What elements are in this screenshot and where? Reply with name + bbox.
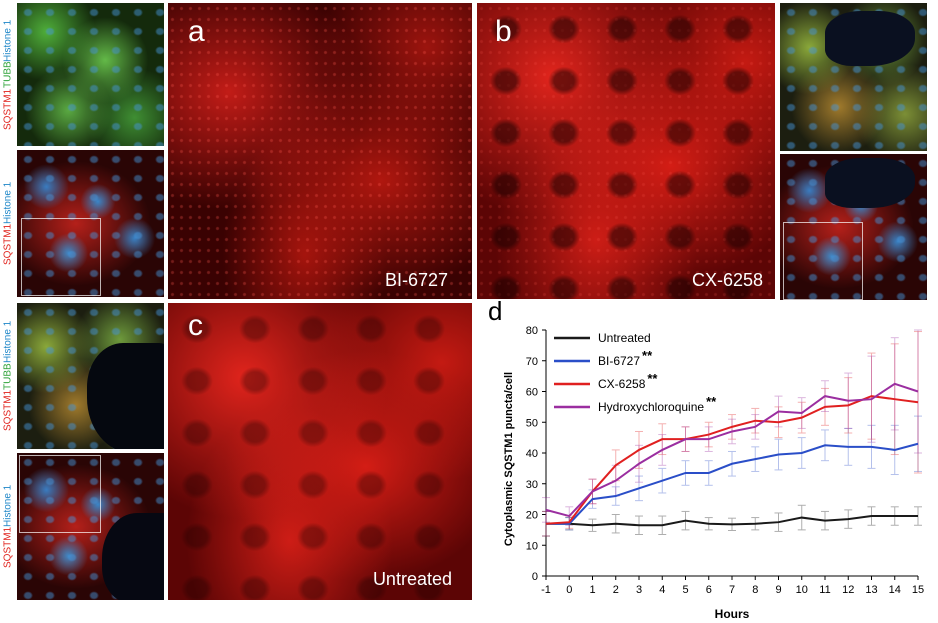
legend-label: Untreated <box>598 331 651 345</box>
series-line-cx-6258 <box>545 395 919 525</box>
y-tick-label: 70 <box>526 356 538 368</box>
stain-histone: Histone 1 <box>2 19 14 62</box>
stain-label-3: SQSTM1 TUBB Histone 1 <box>2 303 14 449</box>
panel-b-letter: b <box>495 15 512 48</box>
stain-sqstm1: SQSTM1 <box>2 389 14 432</box>
nuclei-overlay <box>17 150 164 297</box>
x-tick-label: 5 <box>682 584 688 596</box>
stain-label-1: SQSTM1 TUBB Histone 1 <box>2 3 14 146</box>
x-tick-label: 11 <box>819 584 830 596</box>
empty-region <box>102 513 164 600</box>
nuclei-overlay <box>17 3 164 146</box>
puncta-overlay <box>168 3 472 299</box>
stain-sqstm1: SQSTM1 <box>2 527 14 569</box>
empty-region <box>87 343 164 449</box>
thumb-left-red-blue-1 <box>17 150 164 297</box>
zoom-box <box>21 218 101 296</box>
y-tick-label: 50 <box>526 417 538 429</box>
x-tick-label: 7 <box>729 584 735 596</box>
panel-a-image: a BI-6727 <box>168 3 472 299</box>
legend-significance-marker: ** <box>706 394 717 409</box>
stain-sqstm1: SQSTM1 <box>2 224 14 266</box>
x-tick-label: 13 <box>865 584 877 596</box>
stain-tubb: TUBB <box>2 61 14 89</box>
x-tick-label: 9 <box>775 584 781 596</box>
panel-a-caption: BI-6727 <box>384 270 448 290</box>
x-tick-label: 0 <box>566 584 572 596</box>
x-tick-label: 14 <box>889 584 901 596</box>
y-tick-label: 10 <box>526 540 538 552</box>
x-tick-label: 15 <box>912 584 924 596</box>
stain-label-2: SQSTM1 Histone 1 <box>2 150 14 297</box>
thumb-left-red-blue-2 <box>17 453 164 600</box>
nuclei-overlay <box>168 303 472 600</box>
x-tick-label: 8 <box>752 584 758 596</box>
x-tick-label: 12 <box>842 584 854 596</box>
legend-label: CX-6258 <box>598 377 646 391</box>
y-tick-label: 80 <box>526 325 538 337</box>
x-axis-title: Hours <box>715 607 750 621</box>
nuclei-overlay <box>477 3 775 299</box>
empty-region <box>825 11 915 66</box>
empty-region <box>825 158 915 208</box>
x-tick-label: 3 <box>636 584 642 596</box>
zoom-box <box>19 455 101 533</box>
series-line-hydroxychloroquine <box>545 382 919 518</box>
stain-tubb: TUBB <box>2 363 14 390</box>
panel-c-letter: c <box>188 309 203 342</box>
stain-sqstm1: SQSTM1 <box>2 88 14 130</box>
panel-c-caption: Untreated <box>372 569 452 589</box>
y-tick-label: 40 <box>526 448 538 460</box>
stain-label-4: SQSTM1 Histone 1 <box>2 453 14 600</box>
error-bar <box>914 415 922 472</box>
legend-label: Hydroxychloroquine <box>598 400 704 414</box>
series-line-bi-6727 <box>546 442 919 525</box>
stain-histone: Histone 1 <box>2 181 14 225</box>
series-line-untreated <box>546 515 918 527</box>
x-tick-label: 1 <box>589 584 595 596</box>
panel-b-image: b CX-6258 <box>477 3 775 299</box>
x-tick-label: 10 <box>796 584 808 596</box>
x-tick-label: -1 <box>541 584 551 596</box>
zoom-box <box>783 222 863 300</box>
panel-b-caption: CX-6258 <box>691 270 763 290</box>
x-tick-label: 6 <box>706 584 712 596</box>
stain-histone: Histone 1 <box>2 320 14 364</box>
y-tick-label: 20 <box>526 510 538 522</box>
thumb-left-merge-2 <box>17 303 164 449</box>
x-tick-label: 2 <box>613 584 619 596</box>
panel-d-letter: d <box>488 296 503 326</box>
y-axis-title: Cytoplasmic SQSTM1 puncta/cell <box>503 372 515 546</box>
y-tick-label: 60 <box>526 387 538 399</box>
y-tick-label: 0 <box>532 571 538 583</box>
legend-significance-marker: ** <box>647 371 658 386</box>
stain-histone: Histone 1 <box>2 484 14 528</box>
panel-a-letter: a <box>188 15 205 48</box>
x-tick-label: 4 <box>659 584 665 596</box>
thumb-top-left-merge <box>17 3 164 146</box>
y-tick-label: 30 <box>526 479 538 491</box>
error-bar <box>914 331 922 474</box>
thumb-right-merge <box>780 3 927 151</box>
legend-significance-marker: ** <box>642 348 653 363</box>
panel-c-image: c Untreated <box>168 303 472 600</box>
legend-label: BI-6727 <box>598 354 640 368</box>
thumb-right-red-blue <box>780 154 927 300</box>
